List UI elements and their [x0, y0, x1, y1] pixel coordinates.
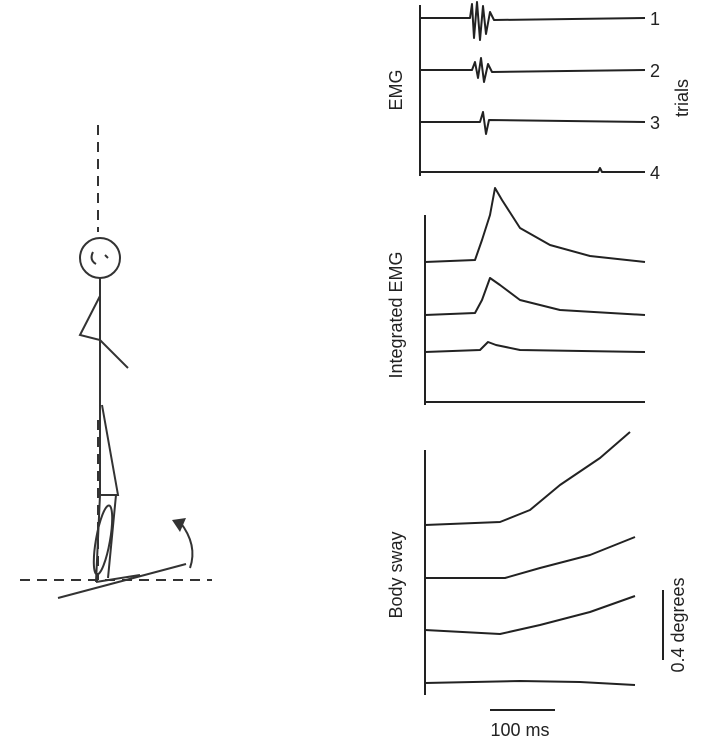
integrated-emg-panel: Integrated EMG [386, 188, 645, 405]
figure: EMG 1 2 3 4 trials Integrated EMG Body s… [0, 0, 702, 748]
trials-label: trials [672, 79, 692, 117]
stick-figure [20, 125, 212, 598]
trial-number: 2 [650, 61, 660, 81]
scale-label: 0.4 degrees [668, 577, 688, 672]
body-sway-panel: Body sway 0.4 degrees 100 ms [386, 432, 688, 740]
panel-label: Integrated EMG [386, 251, 406, 378]
trial-number: 3 [650, 113, 660, 133]
panel-label: Body sway [386, 531, 406, 618]
panel-label: EMG [386, 69, 406, 110]
trial-number: 1 [650, 9, 660, 29]
scale-label: 100 ms [490, 720, 549, 740]
trial-number: 4 [650, 163, 660, 183]
emg-panel: EMG 1 2 3 4 trials [386, 2, 692, 183]
